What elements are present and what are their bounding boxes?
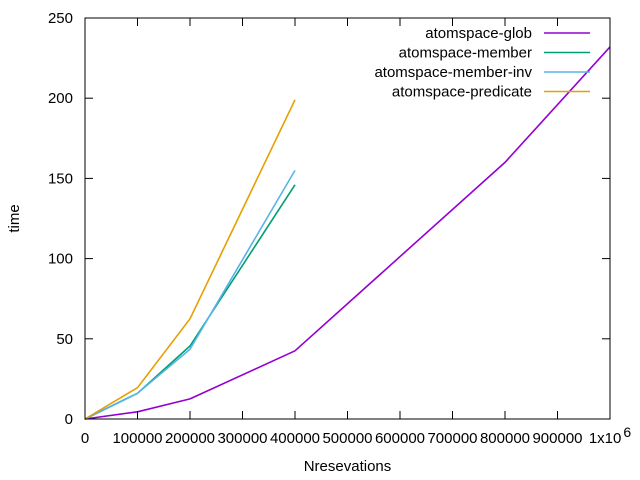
y-tick-label: 200	[48, 90, 73, 107]
x-tick-label: 700000	[427, 430, 477, 447]
x-tick-label: 800000	[480, 430, 530, 447]
y-tick-label: 150	[48, 170, 73, 187]
y-tick-label: 250	[48, 10, 73, 27]
x-tick-label: 200000	[165, 430, 215, 447]
series-line-atomspace-member-inv	[84, 169, 296, 420]
y-tick-label: 100	[48, 251, 73, 268]
series-line-atomspace-predicate	[84, 99, 296, 420]
series-line-atomspace-member	[84, 184, 296, 420]
x-tick-label: 900000	[532, 430, 582, 447]
x-tick-exponent: 6	[623, 424, 631, 440]
x-tick-label: 600000	[375, 430, 425, 447]
series-line-atomspace-glob	[84, 46, 611, 420]
y-tick-label: 50	[56, 331, 73, 348]
legend-label: atomspace-member-inv	[374, 64, 532, 81]
y-axis-title: time	[6, 204, 23, 232]
legend: atomspace-glob atomspace-member atomspace-…	[374, 25, 590, 101]
x-tick-label: 100000	[112, 430, 162, 447]
legend-label: atomspace-predicate	[392, 84, 532, 101]
axis-ticks: 0 100000 200000 300000 400000 500000 600000 700…	[48, 10, 631, 447]
x-tick-label: 500000	[322, 430, 372, 447]
legend-label: atomspace-member	[399, 45, 532, 62]
x-axis-title: Nresevations	[304, 458, 392, 475]
plot-lines	[84, 46, 611, 420]
x-tick-label: 400000	[270, 430, 320, 447]
x-tick-label: 300000	[217, 430, 267, 447]
x-tick-label: 0	[81, 430, 89, 447]
x-tick-label: 1x10 6	[589, 424, 632, 447]
legend-label: atomspace-glob	[425, 25, 532, 42]
y-tick-label: 0	[65, 411, 73, 428]
